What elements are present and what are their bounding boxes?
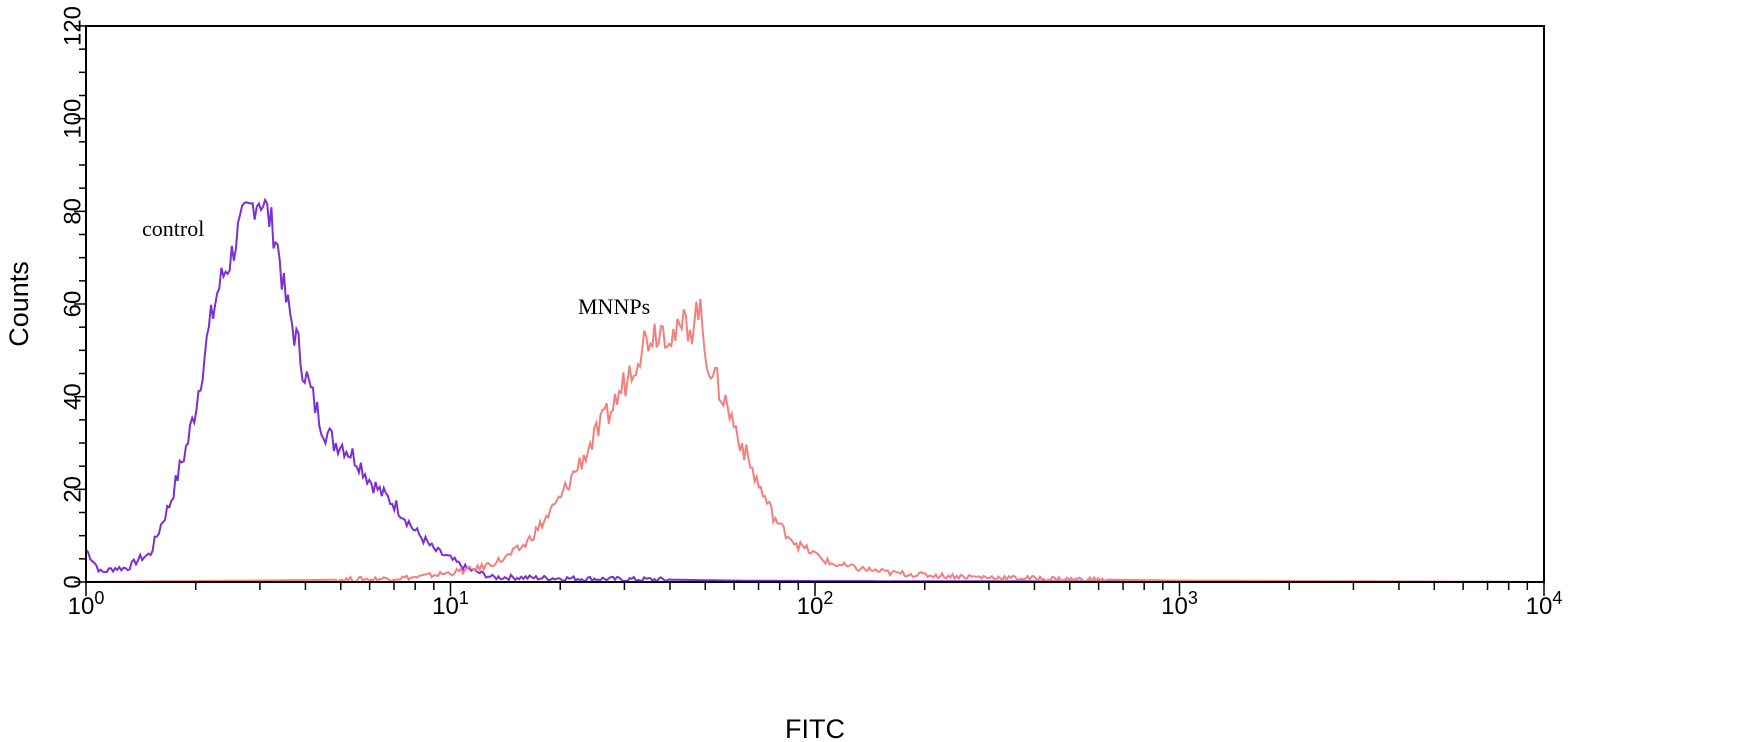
axis-ticks xyxy=(74,25,1545,596)
series-annotation-control: control xyxy=(142,216,204,241)
x-axis-title: FITC xyxy=(785,714,845,742)
x-tick-label: 102 xyxy=(797,588,834,620)
y-tick-label: 60 xyxy=(59,291,86,318)
series-line-control xyxy=(85,197,1544,584)
y-axis-title: Counts xyxy=(4,261,34,347)
x-tick-label: 103 xyxy=(1161,588,1198,620)
tick-labels: 100 101 102 103 104 0 20 40 60 80 100 120 control MNN… xyxy=(59,6,1562,620)
y-tick-label: 20 xyxy=(59,476,86,503)
x-tick-label: 101 xyxy=(432,588,469,620)
y-tick-label: 80 xyxy=(59,198,86,225)
y-tick-label: 40 xyxy=(59,383,86,410)
y-tick-label: 0 xyxy=(59,575,86,588)
y-tick-label: 100 xyxy=(59,99,86,139)
series-group xyxy=(85,197,1544,584)
y-tick-label: 120 xyxy=(59,6,86,46)
plot-frame xyxy=(85,25,1545,583)
series-annotation-mnnps: MNNPs xyxy=(578,294,650,319)
x-tick-label: 104 xyxy=(1526,588,1563,620)
series-line-mnnps xyxy=(86,298,1544,584)
x-tick-label: 100 xyxy=(68,588,105,620)
